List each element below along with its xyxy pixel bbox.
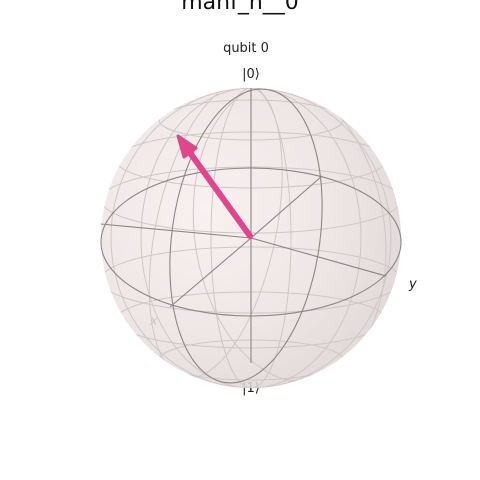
figure-title: manf_n__0: [181, 0, 299, 15]
y-axis-label: y: [408, 277, 417, 292]
state-vector: [176, 134, 253, 239]
state-vector-arrowhead: [176, 134, 198, 159]
qubit-label: qubit 0: [223, 41, 269, 56]
ket0-label: |0⟩: [242, 67, 260, 82]
sphere-axes: [100, 88, 387, 363]
